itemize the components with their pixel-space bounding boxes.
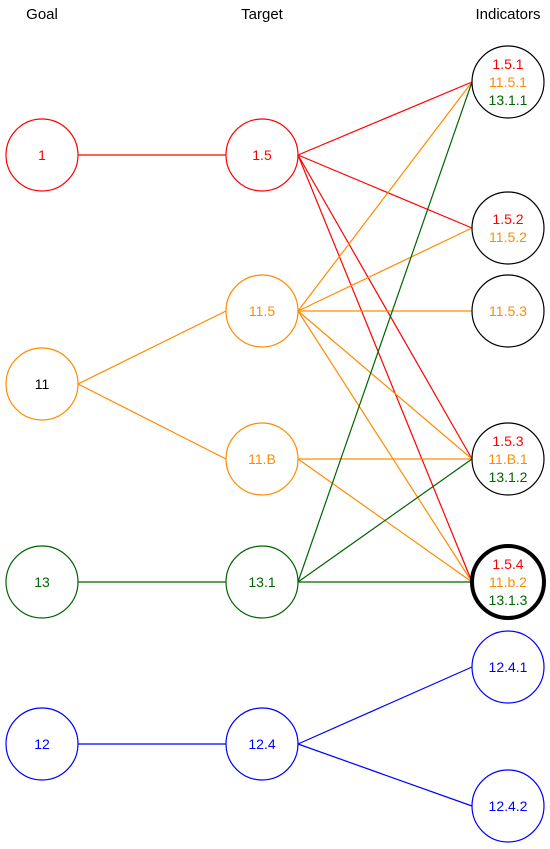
edge-t13_1-i1 — [297, 81, 473, 583]
target-circle — [225, 422, 299, 496]
edge-t12_4-i6 — [297, 666, 473, 745]
indicator-node-i2: 1.5.2 11.5.2 — [471, 191, 545, 265]
target-node-t11_B: 11.B — [225, 422, 299, 496]
headers-layer: Goal Target Indicators — [26, 6, 540, 23]
goal-label: 11 — [35, 376, 50, 392]
indicator-code: 13.1.3 — [489, 592, 528, 608]
indicator-code: 1.5.4 — [492, 556, 523, 572]
indicator-node-i3: 11.5.3 — [471, 274, 545, 348]
edge-t11_5-i1 — [297, 81, 473, 312]
indicator-code: 12.4.2 — [489, 798, 528, 814]
goal-circle — [5, 707, 79, 781]
indicator-circle — [470, 544, 546, 620]
edge-t11_5-i4 — [297, 310, 473, 460]
indicator-node-i7: 12.4.2 — [471, 769, 545, 843]
goal-label: 13 — [34, 574, 50, 590]
indicator-circle — [471, 274, 545, 348]
target-circle — [225, 545, 299, 619]
edge-g11-t11_5 — [77, 310, 227, 385]
edge-t12_4-i7 — [297, 743, 473, 807]
target-node-t13_1: 13.1 — [225, 545, 299, 619]
goal-column-header: Goal — [26, 6, 58, 23]
target-label: 11.B — [248, 451, 276, 467]
indicator-circle — [471, 191, 545, 265]
indicator-code: 1.5.2 — [492, 211, 523, 227]
goal-node-g13: 13 — [5, 545, 79, 619]
edge-t13_1-i4 — [297, 458, 473, 583]
indicator-code: 11.b.2 — [489, 574, 527, 590]
edge-t1_5-i4 — [297, 154, 473, 460]
indicator-code: 1.5.1 — [492, 56, 523, 72]
indicator-node-i5: 1.5.4 11.b.2 13.1.3 — [470, 544, 546, 620]
indicator-code: 13.1.1 — [489, 92, 528, 108]
edge-t1_5-i5 — [297, 154, 473, 583]
goal-circle — [5, 545, 79, 619]
edges-layer — [77, 81, 473, 807]
indicator-code: 12.4.1 — [489, 659, 528, 675]
indicator-code: 1.5.3 — [492, 433, 523, 449]
target-label: 12.4 — [248, 736, 275, 752]
indicator-node-i4: 1.5.3 11.B.1 13.1.2 — [471, 422, 545, 496]
edge-t11_5-i5 — [297, 310, 473, 583]
nodes-layer: 11113121.511.511.B13.112.41.5.111.5.113.… — [5, 45, 546, 843]
indicator-circle — [471, 45, 545, 119]
indicator-node-i1: 1.5.1 11.5.1 13.1.1 — [471, 45, 545, 119]
indicator-circle — [471, 422, 545, 496]
edge-g11-t11_B — [77, 383, 227, 460]
indicator-node-i6: 12.4.1 — [471, 630, 545, 704]
indicator-code: 13.1.2 — [489, 469, 528, 485]
indicator-code: 11.5.1 — [489, 74, 527, 90]
goal-node-g12: 12 — [5, 707, 79, 781]
target-node-t11_5: 11.5 — [225, 274, 299, 348]
goal-node-g1: 1 — [5, 118, 79, 192]
indicator-circle — [471, 769, 545, 843]
goal-label: 1 — [38, 147, 46, 163]
goal-circle — [5, 347, 79, 421]
edge-t1_5-i2 — [297, 154, 473, 229]
indicators-column-header: Indicators — [475, 6, 540, 23]
target-label: 1.5 — [252, 147, 272, 163]
target-node-t1_5: 1.5 — [225, 118, 299, 192]
indicator-code: 11.5.3 — [489, 303, 527, 319]
target-circle — [225, 707, 299, 781]
goal-node-g11: 11 — [5, 347, 79, 421]
indicator-code: 11.5.2 — [489, 229, 527, 245]
target-label: 13.1 — [248, 574, 275, 590]
edge-t1_5-i1 — [297, 81, 473, 156]
edge-t11_5-i2 — [297, 227, 473, 312]
indicator-code: 11.B.1 — [488, 451, 528, 467]
target-label: 11.5 — [249, 303, 275, 319]
indicator-circle — [471, 630, 545, 704]
goal-label: 12 — [34, 736, 50, 752]
target-node-t12_4: 12.4 — [225, 707, 299, 781]
target-circle — [225, 118, 299, 192]
target-circle — [225, 274, 299, 348]
target-column-header: Target — [241, 6, 284, 23]
goal-circle — [5, 118, 79, 192]
